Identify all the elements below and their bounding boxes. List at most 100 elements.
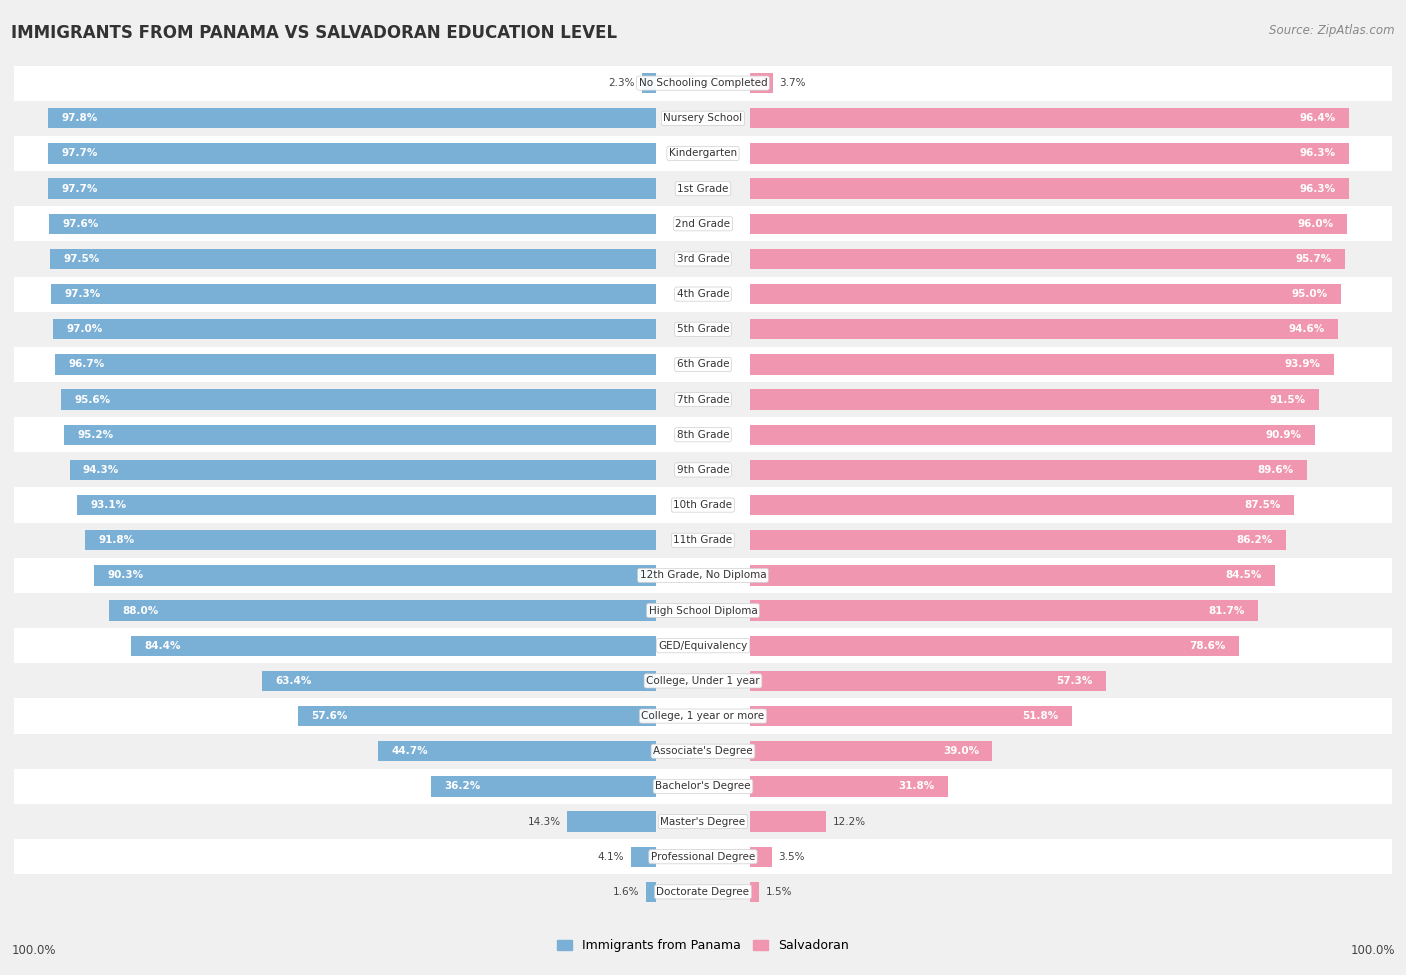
Text: 63.4%: 63.4% [276, 676, 312, 685]
Bar [14, 347, 1392, 382]
Text: 12th Grade, No Diploma: 12th Grade, No Diploma [640, 570, 766, 580]
Bar [53, 319, 657, 339]
Bar [14, 593, 1392, 628]
Bar [749, 319, 1339, 339]
Bar [14, 242, 1392, 277]
Text: 90.9%: 90.9% [1265, 430, 1302, 440]
Bar [14, 804, 1392, 839]
Text: 81.7%: 81.7% [1208, 605, 1244, 615]
Bar [749, 214, 1347, 234]
Text: Professional Degree: Professional Degree [651, 852, 755, 862]
Text: 89.6%: 89.6% [1258, 465, 1294, 475]
Text: 97.7%: 97.7% [62, 148, 98, 159]
Bar [131, 636, 657, 656]
Bar [86, 530, 657, 551]
Bar [14, 558, 1392, 593]
Text: College, Under 1 year: College, Under 1 year [647, 676, 759, 685]
Bar [14, 452, 1392, 488]
Bar [749, 566, 1275, 586]
Text: 94.6%: 94.6% [1289, 325, 1324, 334]
Text: 97.8%: 97.8% [62, 113, 97, 123]
Bar [749, 389, 1319, 410]
Text: 97.7%: 97.7% [62, 183, 98, 194]
Bar [749, 881, 759, 902]
Text: No Schooling Completed: No Schooling Completed [638, 78, 768, 88]
Text: Associate's Degree: Associate's Degree [654, 746, 752, 757]
Bar [749, 530, 1286, 551]
Bar [749, 495, 1294, 515]
Text: 8th Grade: 8th Grade [676, 430, 730, 440]
Bar [631, 846, 657, 867]
Text: 57.3%: 57.3% [1056, 676, 1092, 685]
Text: 95.7%: 95.7% [1295, 254, 1331, 264]
Bar [69, 460, 657, 480]
Bar [48, 178, 657, 199]
Text: 93.1%: 93.1% [90, 500, 127, 510]
Text: 1.6%: 1.6% [613, 887, 640, 897]
Text: 78.6%: 78.6% [1189, 641, 1226, 650]
Text: 96.7%: 96.7% [67, 360, 104, 370]
Text: 10th Grade: 10th Grade [673, 500, 733, 510]
Bar [62, 389, 657, 410]
Bar [749, 671, 1107, 691]
Text: 12.2%: 12.2% [832, 816, 866, 827]
Text: 97.3%: 97.3% [65, 290, 101, 299]
Text: 91.8%: 91.8% [98, 535, 135, 545]
Text: 14.3%: 14.3% [527, 816, 561, 827]
Bar [14, 488, 1392, 523]
Text: 39.0%: 39.0% [943, 746, 979, 757]
Text: 88.0%: 88.0% [122, 605, 159, 615]
Bar [749, 741, 993, 761]
Bar [108, 601, 657, 621]
Text: 6th Grade: 6th Grade [676, 360, 730, 370]
Text: Master's Degree: Master's Degree [661, 816, 745, 827]
Text: 2nd Grade: 2nd Grade [675, 218, 731, 229]
Text: 1st Grade: 1st Grade [678, 183, 728, 194]
Text: 96.3%: 96.3% [1299, 183, 1336, 194]
Bar [14, 417, 1392, 452]
Bar [749, 249, 1346, 269]
Bar [567, 811, 657, 832]
Text: 86.2%: 86.2% [1236, 535, 1272, 545]
Text: 4.1%: 4.1% [598, 852, 624, 862]
Bar [14, 171, 1392, 206]
Bar [749, 846, 772, 867]
Bar [49, 214, 657, 234]
Text: 96.4%: 96.4% [1301, 113, 1336, 123]
Bar [749, 601, 1258, 621]
Text: 91.5%: 91.5% [1270, 395, 1306, 405]
Bar [749, 108, 1350, 129]
Bar [14, 733, 1392, 769]
Text: 96.0%: 96.0% [1298, 218, 1334, 229]
Text: 84.5%: 84.5% [1226, 570, 1263, 580]
Bar [14, 206, 1392, 242]
Text: 44.7%: 44.7% [391, 746, 427, 757]
Text: 90.3%: 90.3% [108, 570, 143, 580]
Text: 97.6%: 97.6% [62, 218, 98, 229]
Bar [749, 460, 1308, 480]
Text: 95.6%: 95.6% [75, 395, 111, 405]
Text: Bachelor's Degree: Bachelor's Degree [655, 781, 751, 792]
Bar [749, 354, 1334, 374]
Bar [749, 143, 1348, 164]
Bar [14, 769, 1392, 804]
Bar [378, 741, 657, 761]
Bar [749, 776, 948, 797]
Bar [749, 73, 773, 94]
Bar [48, 108, 657, 129]
Text: 97.5%: 97.5% [63, 254, 100, 264]
Text: 97.0%: 97.0% [66, 325, 103, 334]
Bar [262, 671, 657, 691]
Bar [14, 312, 1392, 347]
Text: College, 1 year or more: College, 1 year or more [641, 711, 765, 722]
Text: 4th Grade: 4th Grade [676, 290, 730, 299]
Text: Nursery School: Nursery School [664, 113, 742, 123]
Text: 100.0%: 100.0% [11, 945, 56, 957]
Text: 31.8%: 31.8% [898, 781, 934, 792]
Bar [94, 566, 657, 586]
Bar [749, 178, 1348, 199]
Text: 87.5%: 87.5% [1244, 500, 1281, 510]
Bar [49, 249, 657, 269]
Bar [14, 382, 1392, 417]
Bar [14, 628, 1392, 663]
